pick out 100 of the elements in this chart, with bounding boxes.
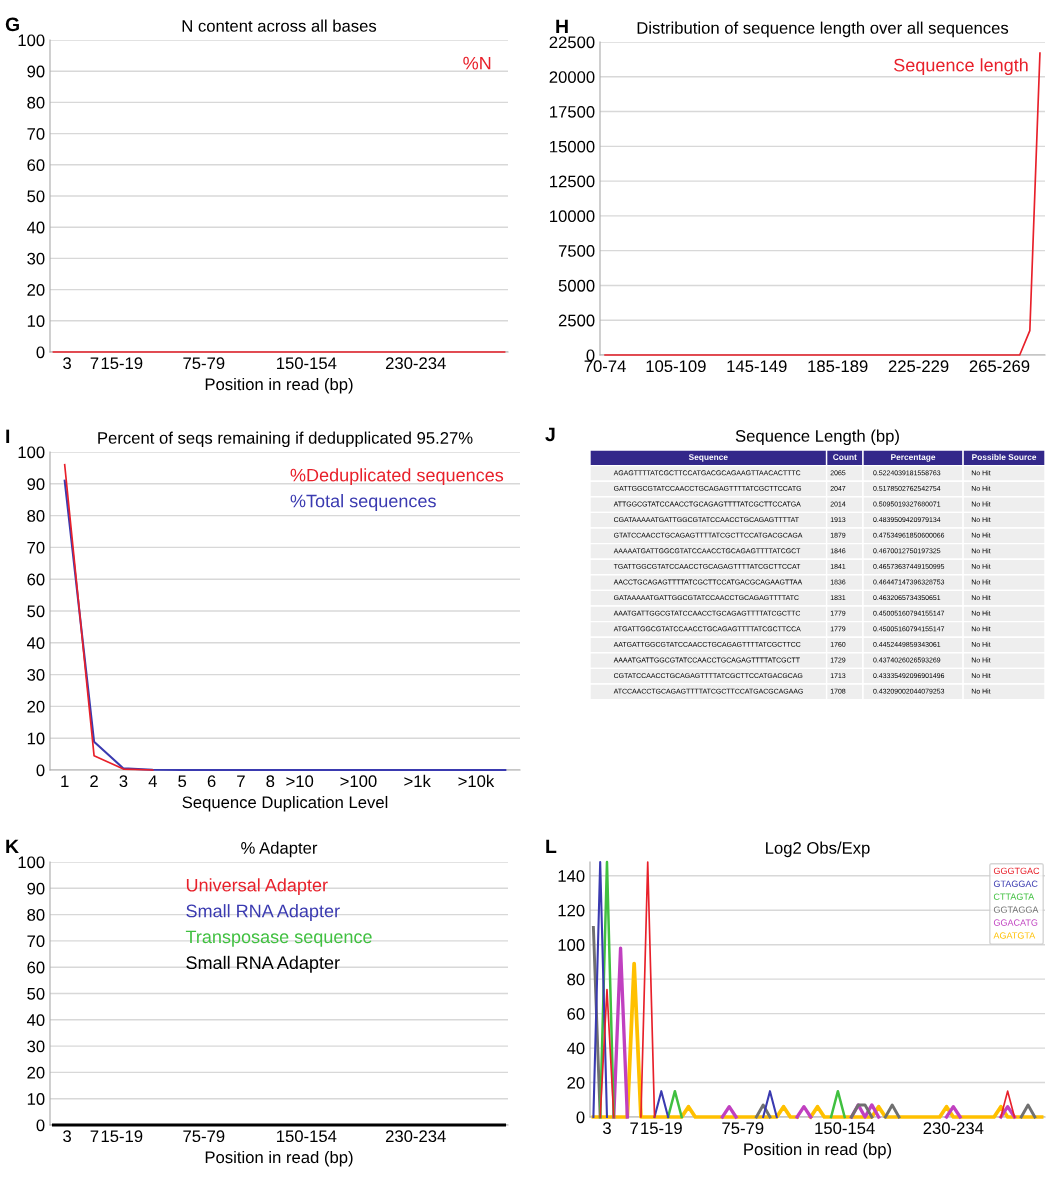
text: Small RNA Adapter <box>186 955 340 973</box>
series-label: Sequence length <box>894 58 1028 76</box>
y-tick-label: 80 <box>567 973 585 986</box>
y-tick-label: 2500 <box>558 314 595 327</box>
line-series <box>63 463 154 771</box>
y-tick-label: 0 <box>586 349 595 362</box>
text: %N <box>463 56 491 70</box>
y-tick-label: 80 <box>27 510 45 522</box>
category-label: Percentage <box>891 454 936 462</box>
y-tick-label: 40 <box>26 221 45 234</box>
chart-title: N content across all bases <box>182 19 377 32</box>
y-tick-label: 50 <box>27 987 45 1000</box>
y-tick-label: 50 <box>27 605 45 618</box>
y-tick-label: 70 <box>27 128 45 140</box>
x-tick-label: 7 <box>90 357 99 369</box>
x-tick-label: 230-234 <box>385 357 446 370</box>
x-tick-label: 7 <box>90 1130 99 1142</box>
y-tick-label: 100 <box>18 856 45 869</box>
y-tick-label: 90 <box>27 65 45 78</box>
y-tick-label: 10000 <box>550 210 595 223</box>
text: J <box>545 427 555 442</box>
chart-title: Percent of seqs remaining if dedupplicated 95.27% <box>98 431 473 448</box>
x-tick-label: 3 <box>63 357 71 370</box>
text: I <box>6 429 10 444</box>
legend-label: Transposase sequence <box>185 930 372 947</box>
x-tick-label: 70-74 <box>584 360 626 373</box>
y-tick-label: 90 <box>27 882 45 895</box>
y-tick-label: 50 <box>27 190 45 203</box>
text: H <box>556 19 568 34</box>
text: GGGTGAC <box>993 867 1040 875</box>
x-tick-label: >10k <box>458 774 495 788</box>
text: GTAGGAC <box>993 880 1038 887</box>
x-axis-title: Position in read (bp) <box>205 1150 353 1167</box>
x-axis-title: Position in read (bp) <box>744 1142 892 1159</box>
y-tick-label: 30 <box>27 1040 45 1053</box>
x-tick-label: 265-269 <box>969 360 1030 373</box>
y-tick-label: 100 <box>558 939 585 951</box>
x-tick-label: 75-79 <box>183 1130 225 1143</box>
y-tick-label: 0 <box>36 1119 45 1132</box>
y-tick-label: 140 <box>558 870 585 882</box>
x-tick-label: 230-234 <box>923 1122 984 1135</box>
y-tick-label: 17500 <box>550 105 595 118</box>
x-tick-label: 230-234 <box>385 1130 446 1143</box>
y-tick-label: 0 <box>36 764 45 777</box>
x-tick-label: 6 <box>207 775 216 788</box>
y-tick-label: 10 <box>27 732 45 745</box>
x-tick-label: 1 <box>61 775 69 787</box>
x-tick-label: 150-154 <box>277 1130 337 1143</box>
category-label: Sequence <box>688 454 728 462</box>
y-tick-label: 5000 <box>558 279 595 292</box>
x-tick-label: 4 <box>148 775 157 787</box>
text: GGACATG <box>993 919 1038 926</box>
y-tick-label: 40 <box>26 1014 45 1026</box>
text: GGTAGGA <box>993 906 1039 913</box>
x-tick-label: 105-109 <box>646 360 706 373</box>
legend-label: Small RNA Adapter <box>186 904 340 921</box>
text: CTTAGTA <box>993 893 1035 900</box>
y-tick-label: 60 <box>27 961 45 974</box>
x-tick-label: >1k <box>404 774 431 787</box>
y-tick-label: 12500 <box>550 175 595 188</box>
x-axis-title: Position in read (bp) <box>205 377 353 394</box>
chart-title: Distribution of sequence length over all sequences <box>637 21 1009 38</box>
y-tick-label: 0 <box>36 346 45 359</box>
text: K <box>6 839 19 854</box>
y-tick-label: 20000 <box>549 71 595 83</box>
y-tick-label: 20 <box>27 284 45 296</box>
x-tick-label: 3 <box>602 1122 611 1135</box>
x-tick-label: 15-19 <box>101 1130 143 1143</box>
x-tick-label: 3 <box>63 1130 71 1143</box>
y-tick-label: 20 <box>27 1066 45 1079</box>
text: L <box>546 839 557 854</box>
x-tick-label: 8 <box>266 775 275 788</box>
y-tick-label: 22500 <box>549 36 595 49</box>
y-tick-label: 100 <box>18 34 45 47</box>
chart-title: Log2 Obs/Exp <box>766 841 870 858</box>
x-tick-label: 75-79 <box>722 1122 764 1135</box>
x-tick-label: 7 <box>237 775 245 787</box>
y-tick-label: 30 <box>27 252 45 265</box>
y-tick-label: 30 <box>27 669 45 681</box>
x-tick-label: 225-229 <box>888 360 949 373</box>
y-tick-label: 80 <box>27 909 45 921</box>
x-tick-label: >100 <box>340 775 377 788</box>
y-tick-label: 60 <box>27 159 45 171</box>
legend-label: Universal Adapter <box>186 878 328 896</box>
y-tick-label: 40 <box>566 1042 585 1055</box>
y-tick-label: 60 <box>27 573 45 586</box>
y-tick-label: 0 <box>576 1111 585 1124</box>
y-tick-label: 90 <box>27 478 45 490</box>
y-tick-label: 80 <box>27 96 45 109</box>
category-label: Count <box>833 454 857 461</box>
x-tick-label: 2 <box>90 775 98 787</box>
y-tick-label: 100 <box>18 446 45 459</box>
text: Sequence Length (bp) <box>735 429 899 446</box>
y-tick-label: 60 <box>567 1008 585 1020</box>
x-tick-label: 15-19 <box>101 357 143 370</box>
x-tick-label: 185-189 <box>808 360 868 373</box>
x-tick-label: 7 <box>630 1122 638 1134</box>
x-tick-label: 3 <box>119 775 128 788</box>
y-tick-label: 10 <box>27 1093 45 1105</box>
x-tick-label: 15-19 <box>641 1122 682 1135</box>
